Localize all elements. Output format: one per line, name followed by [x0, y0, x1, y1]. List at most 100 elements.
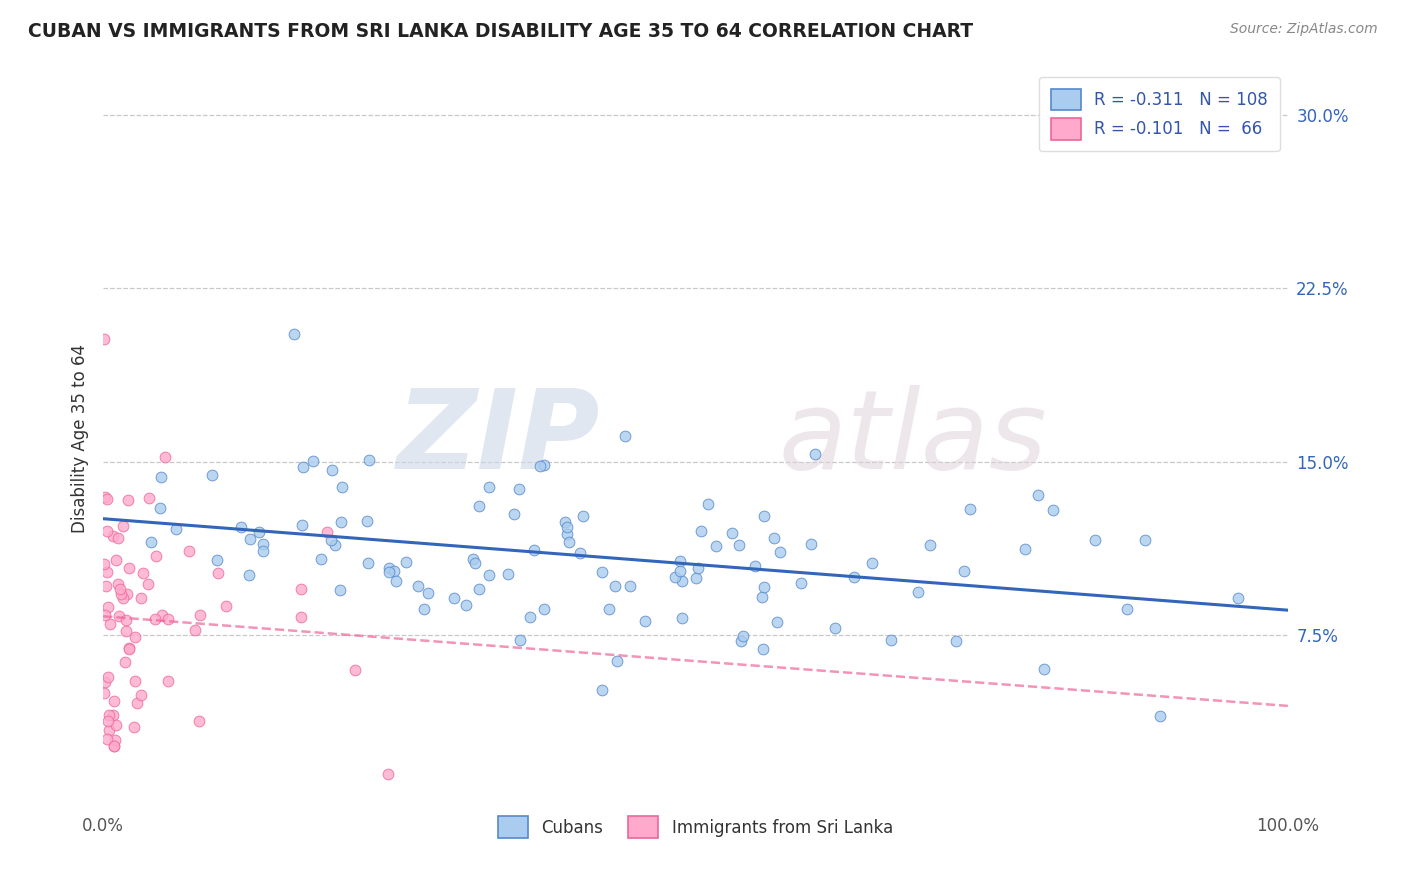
Y-axis label: Disability Age 35 to 64: Disability Age 35 to 64 [72, 344, 89, 533]
Point [533, 602, 555, 616]
Point [114, 655, 136, 669]
Point [614, 429, 637, 443]
Point [201, 467, 224, 482]
Point [790, 576, 813, 591]
Point [319, 533, 342, 547]
Point [508, 482, 530, 496]
Point [477, 568, 499, 582]
Point [730, 633, 752, 648]
Point [93, 332, 115, 346]
Point [155, 450, 177, 464]
Point [945, 634, 967, 648]
Point [765, 615, 787, 630]
Point [953, 564, 976, 578]
Point [731, 629, 754, 643]
Point [598, 601, 620, 615]
Point [309, 552, 332, 566]
Point [751, 590, 773, 604]
Point [156, 673, 179, 688]
Point [413, 601, 436, 615]
Point [149, 470, 172, 484]
Point [328, 583, 350, 598]
Point [301, 453, 323, 467]
Point [94, 490, 117, 504]
Point [1084, 533, 1107, 547]
Point [104, 732, 127, 747]
Point [721, 525, 744, 540]
Point [605, 579, 627, 593]
Point [117, 640, 139, 655]
Point [290, 582, 312, 597]
Legend: Cubans, Immigrants from Sri Lanka: Cubans, Immigrants from Sri Lanka [492, 810, 900, 845]
Point [103, 739, 125, 753]
Point [697, 498, 720, 512]
Point [344, 663, 367, 677]
Point [96, 565, 118, 579]
Point [96, 524, 118, 538]
Point [93, 674, 115, 689]
Point [96, 491, 118, 506]
Point [591, 682, 613, 697]
Point [356, 515, 378, 529]
Point [101, 529, 124, 543]
Point [117, 492, 139, 507]
Point [136, 576, 159, 591]
Point [125, 696, 148, 710]
Point [668, 554, 690, 568]
Text: Source: ZipAtlas.com: Source: ZipAtlas.com [1230, 22, 1378, 37]
Point [496, 567, 519, 582]
Point [880, 632, 903, 647]
Point [1032, 662, 1054, 676]
Point [105, 553, 128, 567]
Point [1133, 533, 1156, 548]
Point [252, 537, 274, 551]
Point [129, 591, 152, 605]
Point [382, 564, 405, 578]
Point [523, 543, 546, 558]
Point [247, 524, 270, 539]
Point [124, 673, 146, 688]
Point [103, 708, 125, 723]
Point [188, 714, 211, 728]
Point [1149, 709, 1171, 723]
Point [377, 766, 399, 780]
Point [519, 610, 541, 624]
Point [1042, 503, 1064, 517]
Point [478, 480, 501, 494]
Point [464, 556, 486, 570]
Point [215, 599, 238, 614]
Point [728, 538, 751, 552]
Point [111, 591, 134, 605]
Point [124, 720, 146, 734]
Point [183, 623, 205, 637]
Point [377, 566, 399, 580]
Point [704, 540, 727, 554]
Point [141, 535, 163, 549]
Point [395, 555, 418, 569]
Point [150, 608, 173, 623]
Point [558, 534, 581, 549]
Point [93, 558, 115, 572]
Point [103, 694, 125, 708]
Point [690, 524, 713, 538]
Point [321, 463, 343, 477]
Point [97, 600, 120, 615]
Point [205, 553, 228, 567]
Point [619, 579, 641, 593]
Point [554, 515, 576, 529]
Point [98, 616, 121, 631]
Point [118, 642, 141, 657]
Point [443, 591, 465, 605]
Point [572, 509, 595, 524]
Point [752, 509, 775, 524]
Point [824, 621, 846, 635]
Point [96, 732, 118, 747]
Point [1227, 591, 1250, 606]
Point [1026, 488, 1049, 502]
Point [292, 459, 315, 474]
Point [156, 612, 179, 626]
Point [145, 611, 167, 625]
Point [291, 517, 314, 532]
Point [860, 556, 883, 570]
Point [634, 614, 657, 628]
